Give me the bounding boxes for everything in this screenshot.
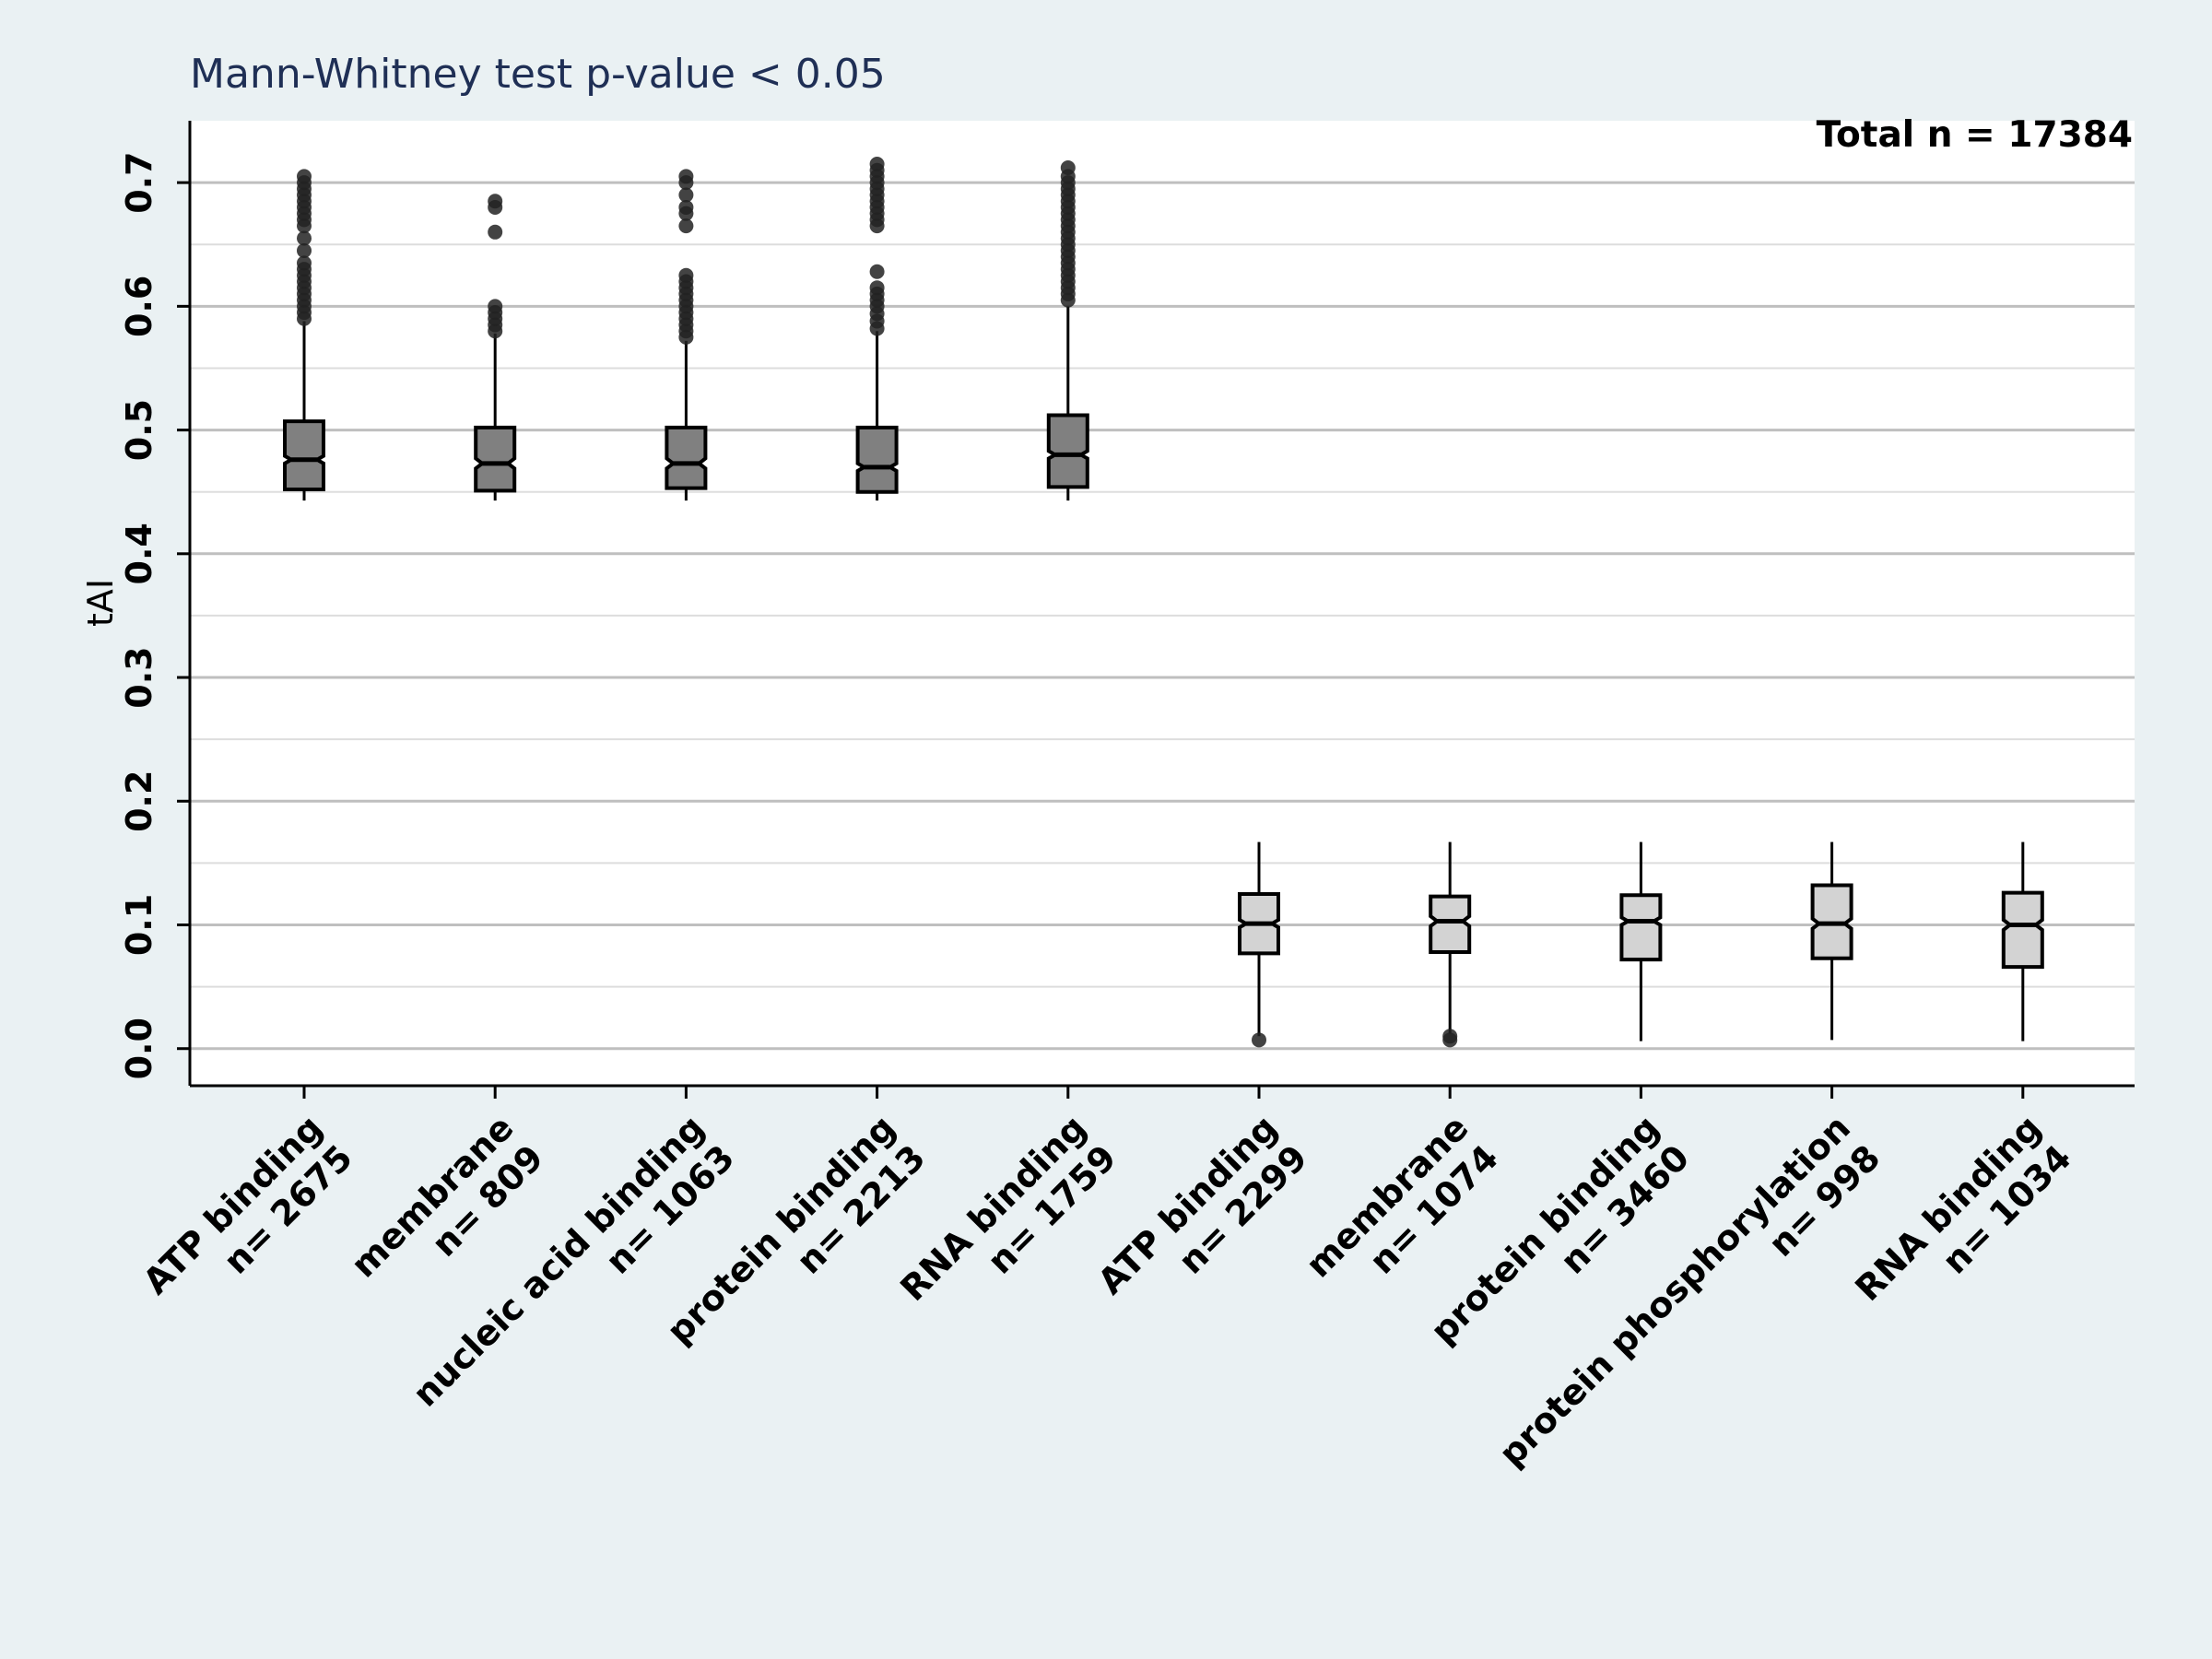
x-tick-label: ATP bindingn= 2675 [135, 1107, 360, 1332]
box-body [665, 425, 708, 490]
box-4 [855, 156, 899, 501]
box-1 [283, 169, 325, 501]
outlier-point [869, 156, 885, 171]
outlier-point [297, 230, 312, 246]
outlier-point [678, 218, 694, 234]
box-9 [1810, 841, 1853, 1041]
total-n-annotation: Total n = 17384 [1817, 114, 2133, 156]
box-10 [2001, 841, 2044, 1041]
grid-lines [190, 181, 2135, 1051]
outlier-point [678, 187, 694, 203]
chart-title: Mann-Whitney test p-value < 0.05 [190, 51, 886, 98]
box-body [855, 425, 899, 494]
y-axis-label: tAI [80, 579, 121, 627]
outlier-point [488, 299, 503, 314]
box-series [283, 156, 2044, 1048]
x-tick-label: protein bindingn= 3460 [1423, 1107, 1698, 1382]
y-tick-label: 0.7 [119, 151, 159, 213]
y-tick-label: 0.1 [119, 894, 159, 956]
box-body [1619, 893, 1663, 962]
y-ticks: 0.0 0.1 0.2 0.3 0.4 0.5 0.6 0.7 [119, 151, 190, 1079]
y-tick-label: 0.0 [119, 1018, 159, 1079]
box-body [474, 425, 517, 493]
outlier-point [297, 255, 312, 271]
y-tick-label: 0.3 [119, 646, 159, 708]
box-body [283, 419, 325, 492]
x-tick-label: ATP bindingn= 2299 [1090, 1107, 1315, 1332]
x-tick-label: protein bindingn= 2213 [659, 1107, 934, 1382]
y-tick-label: 0.5 [119, 399, 159, 461]
outlier-point [488, 194, 503, 209]
outlier-point [488, 224, 503, 240]
box-5 [1046, 160, 1089, 501]
outlier-point [297, 242, 312, 258]
outlier-point [297, 169, 312, 184]
outlier-point [678, 199, 694, 215]
box-8 [1619, 841, 1663, 1041]
x-tick-label: RNA bindingn= 1759 [892, 1107, 1124, 1338]
box-6 [1238, 841, 1280, 1048]
y-tick-label: 0.4 [119, 523, 159, 584]
outlier-point [1060, 160, 1076, 176]
outlier-point [869, 264, 885, 279]
outlier-point [678, 267, 694, 283]
box-3 [665, 169, 708, 501]
box-body [2001, 890, 2044, 970]
x-tick-label: RNA bindingn= 1034 [1847, 1107, 2078, 1338]
outlier-point [1442, 1029, 1458, 1044]
y-tick-label: 0.6 [119, 276, 159, 337]
box-body [1046, 413, 1089, 489]
box-7 [1429, 841, 1472, 1048]
outlier-point [678, 169, 694, 184]
box-body [1429, 894, 1472, 955]
outlier-point [869, 280, 885, 296]
y-tick-label: 0.2 [119, 771, 159, 832]
outlier-point [1252, 1032, 1266, 1048]
box-2 [474, 194, 517, 501]
